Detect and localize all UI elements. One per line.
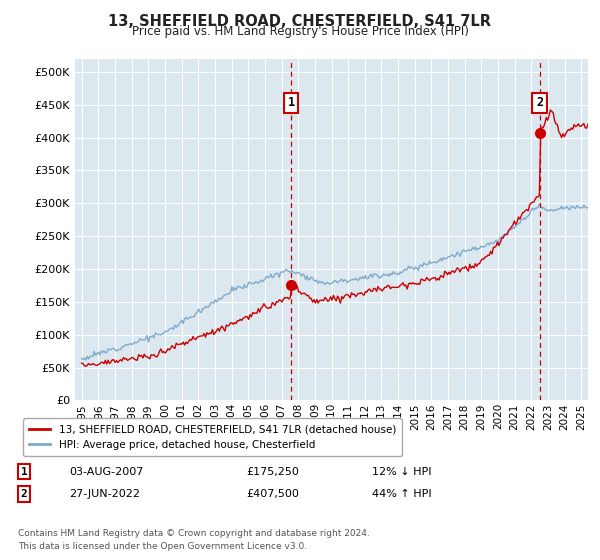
Text: 13, SHEFFIELD ROAD, CHESTERFIELD, S41 7LR: 13, SHEFFIELD ROAD, CHESTERFIELD, S41 7L… [109, 14, 491, 29]
Text: This data is licensed under the Open Government Licence v3.0.: This data is licensed under the Open Gov… [18, 542, 307, 551]
Text: 03-AUG-2007: 03-AUG-2007 [69, 466, 143, 477]
Text: 2: 2 [536, 96, 543, 109]
Legend: 13, SHEFFIELD ROAD, CHESTERFIELD, S41 7LR (detached house), HPI: Average price, : 13, SHEFFIELD ROAD, CHESTERFIELD, S41 7L… [23, 418, 402, 456]
Text: 2: 2 [20, 489, 28, 499]
Text: 1: 1 [287, 96, 295, 109]
Text: Price paid vs. HM Land Registry's House Price Index (HPI): Price paid vs. HM Land Registry's House … [131, 25, 469, 38]
Text: 12% ↓ HPI: 12% ↓ HPI [372, 466, 431, 477]
Text: Contains HM Land Registry data © Crown copyright and database right 2024.: Contains HM Land Registry data © Crown c… [18, 529, 370, 538]
Text: 27-JUN-2022: 27-JUN-2022 [69, 489, 140, 499]
Text: £175,250: £175,250 [246, 466, 299, 477]
Text: 1: 1 [20, 466, 28, 477]
Text: 44% ↑ HPI: 44% ↑ HPI [372, 489, 431, 499]
Text: £407,500: £407,500 [246, 489, 299, 499]
